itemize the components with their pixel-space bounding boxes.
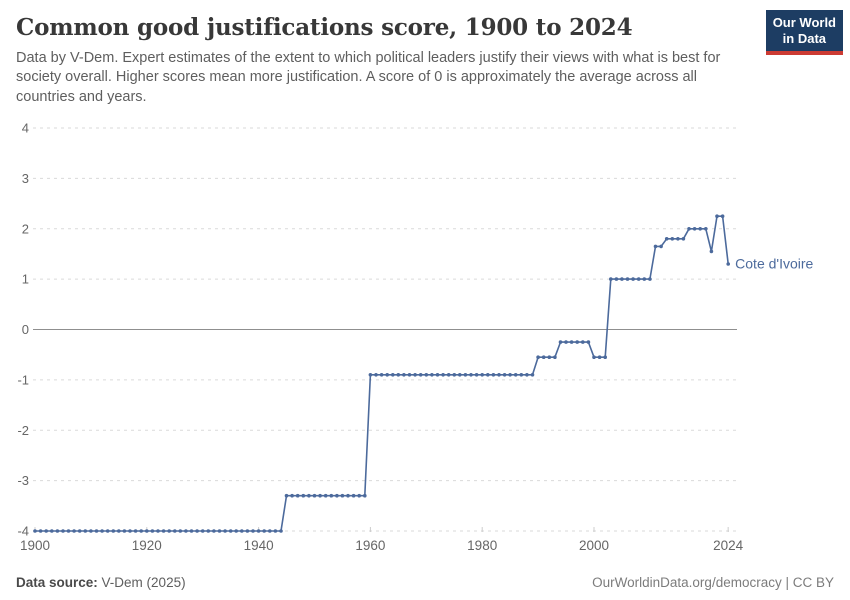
chart-subtitle: Data by V-Dem. Expert estimates of the e… [16, 50, 721, 105]
svg-text:-3: -3 [17, 473, 29, 488]
data-source: Data source: V-Dem (2025) [16, 575, 186, 590]
chart-footer: Data source: V-Dem (2025) OurWorldinData… [16, 575, 834, 590]
svg-text:-1: -1 [17, 372, 29, 387]
page-title: Common good justifications score, 1900 t… [16, 14, 633, 41]
svg-text:1980: 1980 [467, 538, 497, 553]
owid-logo[interactable]: Our World in Data [765, 10, 843, 56]
svg-text:1940: 1940 [244, 538, 274, 553]
owid-logo-line2: in Data [782, 30, 827, 46]
entity-label: Cote d'Ivoire [735, 256, 813, 272]
license-link[interactable]: CC BY [792, 575, 834, 590]
owid-logo-line1: Our World [772, 15, 836, 30]
credit-separator: | [781, 575, 793, 590]
svg-text:2000: 2000 [579, 538, 609, 553]
svg-text:-2: -2 [17, 423, 29, 438]
y-gridlines [33, 127, 737, 532]
chart-header: Common good justifications score, 1900 t… [0, 0, 850, 107]
svg-text:1: 1 [22, 272, 29, 287]
owid-url-link[interactable]: OurWorldinData.org/democracy [592, 575, 782, 590]
svg-text:0: 0 [22, 322, 29, 337]
credit-line: OurWorldinData.org/democracy | CC BY [592, 575, 834, 590]
svg-text:1960: 1960 [355, 538, 385, 553]
data-source-label: Data source: [16, 575, 98, 590]
data-points [33, 214, 730, 533]
y-axis-labels: 4 3 2 1 0 -1 -2 -3 -4 [17, 121, 29, 539]
data-source-value: V-Dem (2025) [101, 575, 186, 590]
svg-text:-4: -4 [17, 524, 29, 539]
svg-text:3: 3 [22, 171, 29, 186]
svg-text:4: 4 [22, 121, 29, 136]
svg-text:1900: 1900 [20, 538, 50, 553]
svg-text:2: 2 [22, 221, 29, 236]
svg-text:2024: 2024 [713, 538, 744, 553]
svg-text:1920: 1920 [132, 538, 162, 553]
